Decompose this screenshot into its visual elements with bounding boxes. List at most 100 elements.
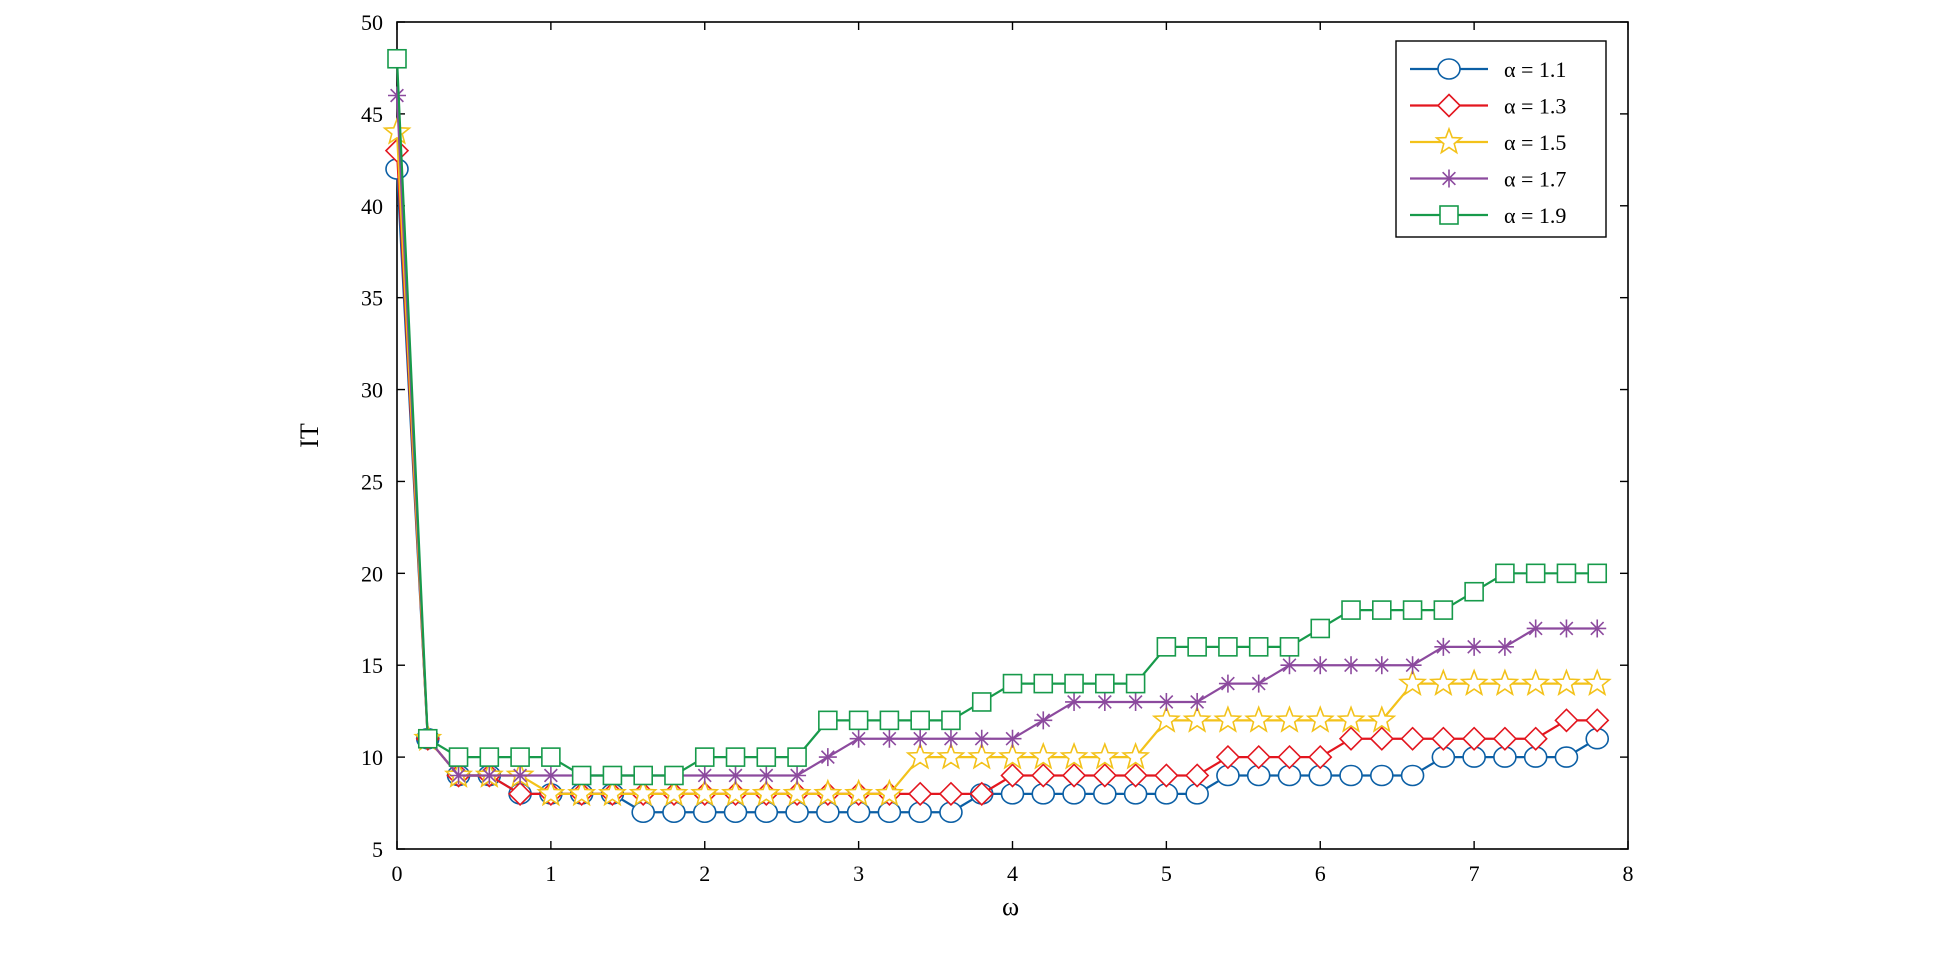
- data-point: [1151, 705, 1181, 733]
- asterisk-stroke: [1467, 639, 1482, 654]
- data-point: [480, 766, 499, 785]
- data-point: [848, 710, 869, 731]
- data-point: [1248, 637, 1269, 657]
- data-point: [1342, 656, 1361, 675]
- data-point: [567, 778, 597, 807]
- data-point: [751, 778, 781, 807]
- data-point: [1090, 741, 1120, 770]
- legend-label: α = 1.5: [1504, 130, 1566, 155]
- data-point: [1095, 692, 1114, 711]
- legend-marker: [1434, 126, 1464, 155]
- data-point: [1126, 692, 1145, 711]
- series-1: [385, 158, 1610, 824]
- data-point: [1311, 656, 1330, 675]
- y-tick-label: 50: [361, 10, 383, 35]
- data-point: [1526, 619, 1545, 638]
- data-point: [788, 766, 807, 785]
- y-tick-label: 10: [361, 745, 383, 770]
- asterisk-stroke: [1436, 639, 1451, 654]
- x-tick-label: 3: [853, 861, 864, 886]
- asterisk-stroke: [1190, 695, 1205, 709]
- asterisk-stroke: [1497, 639, 1512, 654]
- legend-marker: [1440, 169, 1458, 188]
- x-tick-label: 2: [699, 861, 710, 886]
- data-point: [1492, 726, 1518, 751]
- data-point: [633, 765, 654, 786]
- data-point: [910, 710, 930, 731]
- data-point: [911, 729, 930, 748]
- series-line: [395, 168, 1598, 814]
- data-point: [813, 778, 843, 807]
- data-point: [541, 766, 560, 785]
- data-point: [1525, 563, 1546, 584]
- asterisk-stroke: [1590, 621, 1605, 636]
- data-point: [1308, 744, 1333, 770]
- series-line: [395, 150, 1598, 795]
- legend-item: α = 1.7: [1410, 167, 1566, 192]
- data-point: [880, 729, 899, 748]
- x-axis-label: ω: [1002, 892, 1019, 921]
- series-3: [382, 117, 1612, 807]
- data-point: [1339, 764, 1363, 787]
- data-point: [1398, 668, 1428, 696]
- data-point: [1246, 744, 1271, 770]
- data-point: [1372, 656, 1391, 675]
- series-5: [387, 48, 1608, 786]
- data-point: [721, 778, 751, 807]
- data-point: [818, 710, 838, 731]
- data-point: [1338, 726, 1364, 751]
- data-point: [695, 766, 714, 785]
- data-point: [1003, 729, 1022, 748]
- data-point: [1587, 563, 1608, 584]
- data-point: [874, 778, 904, 807]
- data-point: [1185, 763, 1210, 788]
- data-point: [787, 747, 807, 767]
- data-point: [969, 781, 994, 806]
- y-tick-label: 20: [361, 561, 383, 586]
- data-point: [1187, 637, 1207, 657]
- data-point: [1028, 741, 1058, 770]
- data-point: [1002, 673, 1023, 694]
- data-point: [879, 710, 900, 731]
- data-point: [1554, 708, 1579, 733]
- data-point: [511, 766, 530, 785]
- data-point: [1403, 656, 1422, 675]
- data-point: [1582, 668, 1612, 696]
- data-point: [541, 747, 561, 767]
- data-point: [1121, 741, 1151, 770]
- data-point: [1310, 618, 1331, 639]
- data-point: [1154, 763, 1179, 788]
- asterisk-stroke: [513, 768, 528, 783]
- asterisk-stroke: [882, 731, 897, 746]
- data-point: [1031, 763, 1056, 788]
- data-point: [1465, 637, 1484, 656]
- asterisk-stroke: [820, 750, 835, 765]
- data-point: [1461, 726, 1487, 751]
- asterisk-stroke: [1405, 658, 1420, 673]
- data-point: [1372, 600, 1392, 620]
- x-tick-label: 6: [1315, 861, 1326, 886]
- data-point: [388, 86, 406, 105]
- data-point: [936, 741, 966, 770]
- data-point: [628, 778, 658, 807]
- asterisk-stroke: [1159, 695, 1174, 709]
- asterisk-stroke: [790, 768, 805, 783]
- plot-area: [382, 48, 1612, 824]
- data-point: [1554, 746, 1579, 768]
- data-point: [1369, 726, 1394, 751]
- data-point: [602, 765, 623, 786]
- asterisk-stroke: [1005, 731, 1020, 746]
- asterisk-stroke: [1067, 695, 1081, 709]
- data-point: [694, 747, 715, 767]
- data-point: [1065, 692, 1084, 711]
- data-point: [1123, 763, 1148, 788]
- data-point: [1490, 668, 1520, 696]
- asterisk-stroke: [1036, 713, 1051, 728]
- asterisk-stroke: [1528, 621, 1543, 636]
- x-tick-label: 4: [1007, 861, 1018, 886]
- data-point: [1218, 637, 1238, 657]
- data-point: [659, 778, 689, 807]
- data-point: [1305, 705, 1335, 733]
- data-point: [1215, 744, 1241, 770]
- legend-marker: [1436, 93, 1462, 118]
